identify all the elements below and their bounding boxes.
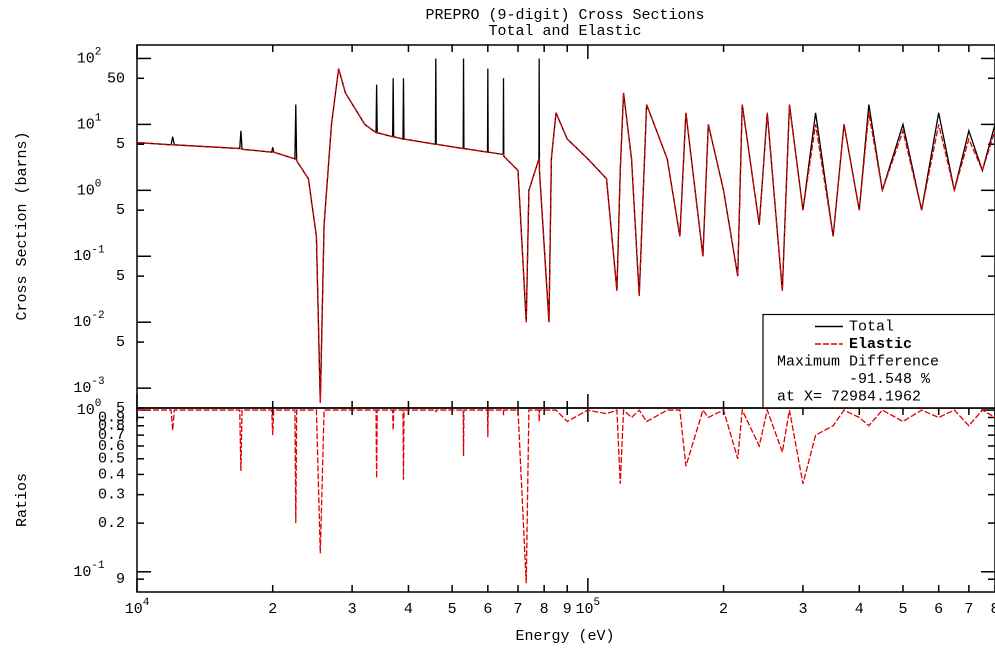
y-tick-label: 9 (116, 571, 125, 588)
y-axis-label: Cross Section (barns) (14, 131, 31, 320)
y-tick-label: 50 (107, 70, 125, 87)
annotation: -91.548 % (849, 371, 931, 388)
x-tick-label: 3 (348, 601, 357, 618)
y-tick-label: 0.3 (98, 487, 125, 504)
y-tick-label: 5 (116, 268, 125, 285)
x-tick-label: 8 (540, 601, 549, 618)
y-tick-label: 5 (116, 400, 125, 417)
y-tick-label: 0.6 (98, 438, 125, 455)
x-tick-label: 105 (576, 597, 601, 618)
y-tick-label: 0.4 (98, 466, 125, 483)
plot-frame (136, 407, 995, 593)
legend-label: Elastic (849, 336, 912, 353)
y-axis-label: Ratios (14, 473, 31, 527)
y-tick-label: 100 (77, 178, 102, 199)
legend-box (762, 313, 995, 409)
y-tick-label: 102 (77, 46, 102, 67)
y-tick-label: 0.8 (98, 418, 125, 435)
plot-area (137, 408, 995, 584)
y-tick-label: 5 (116, 202, 125, 219)
y-tick-label: 5 (116, 334, 125, 351)
data-line (137, 408, 995, 584)
chart-title: PREPRO (9-digit) Cross Sections (425, 7, 704, 24)
y-tick-label: 0.5 (98, 451, 125, 468)
x-axis-label: Energy (eV) (515, 628, 614, 645)
y-tick-label: 0.7 (98, 427, 125, 444)
x-tick-label: 3 (798, 601, 807, 618)
x-tick-label: 7 (964, 601, 973, 618)
chart-subtitle: Total and Elastic (488, 23, 641, 40)
y-tick-label: 10-3 (73, 376, 104, 397)
x-tick-label: 6 (483, 601, 492, 618)
y-tick-label: 10-1 (73, 244, 105, 265)
y-tick-label: 0.2 (98, 515, 125, 532)
x-tick-label: 104 (125, 597, 150, 618)
x-tick-label: 2 (268, 601, 277, 618)
legend-label: Total (849, 318, 894, 335)
x-tick-label: 8 (990, 601, 995, 618)
y-tick-label: 10-1 (73, 560, 105, 581)
x-tick-label: 4 (855, 601, 864, 618)
x-tick-label: 4 (404, 601, 413, 618)
annotation: at X= 72984.1962 (777, 388, 921, 405)
y-tick-label: 101 (77, 112, 102, 133)
x-tick-label: 2 (719, 601, 728, 618)
annotation: Maximum Difference (777, 353, 939, 370)
y-tick-label: 10-2 (73, 310, 104, 331)
plot-area (137, 58, 995, 403)
x-tick-label: 7 (514, 601, 523, 618)
y-tick-label: 0.9 (98, 409, 125, 426)
x-tick-label: 9 (563, 601, 572, 618)
x-tick-label: 5 (448, 601, 457, 618)
x-tick-label: 5 (898, 601, 907, 618)
y-tick-label: 5 (116, 136, 125, 153)
x-tick-label: 6 (934, 601, 943, 618)
data-line (137, 68, 995, 403)
